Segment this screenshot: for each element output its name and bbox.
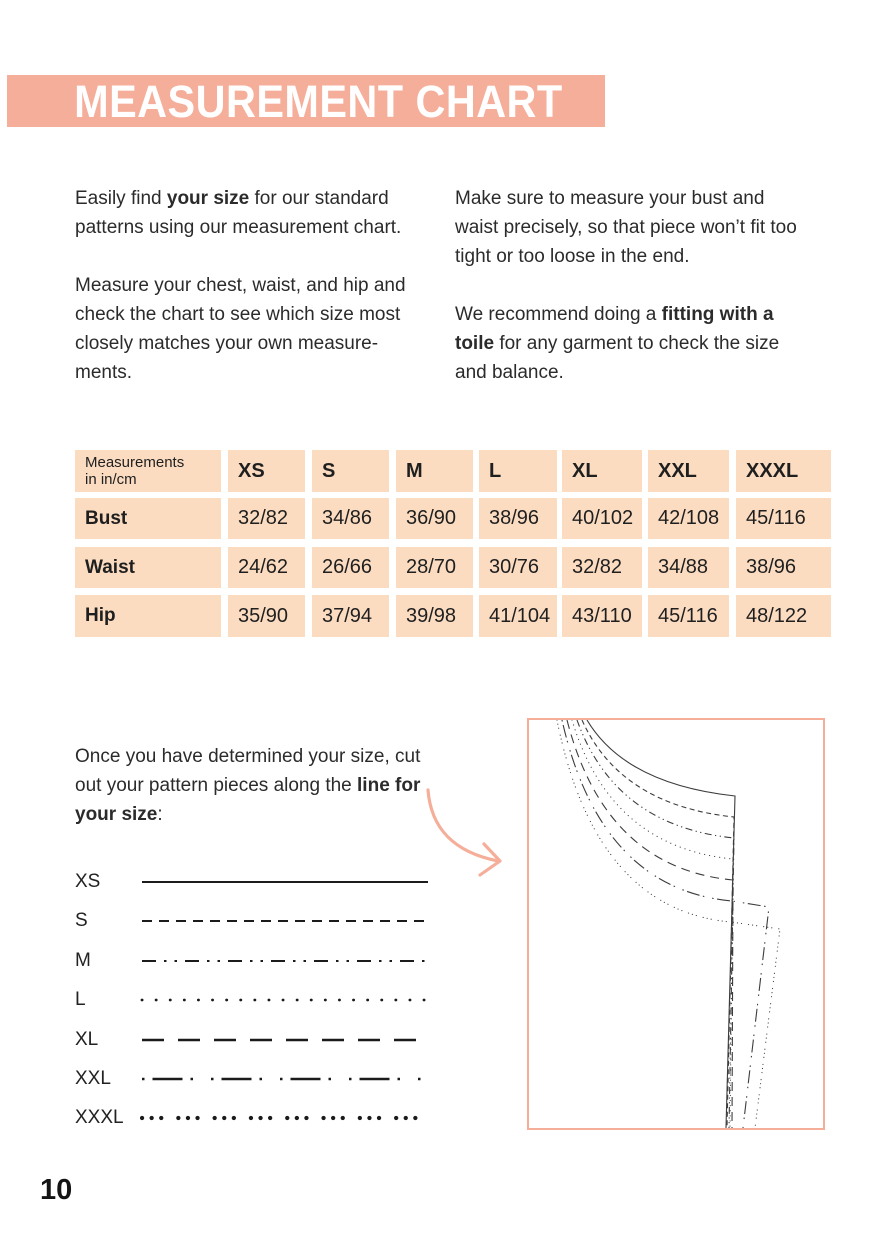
paragraph: Make sure to measure your bust and waist… <box>455 188 797 267</box>
paragraph: Easily find your size for our standard p… <box>75 188 402 238</box>
legend-item: XXL <box>75 1066 430 1092</box>
row-label: Hip <box>75 595 221 637</box>
row-label: Waist <box>75 547 221 588</box>
table-cell: 43/110 <box>562 595 642 637</box>
table-cell: 37/94 <box>312 595 389 637</box>
size-line-l <box>140 998 430 1002</box>
cut-note: Once you have determined your size, cut … <box>75 746 421 825</box>
column-header: XXL <box>648 450 729 492</box>
table-cell: 34/86 <box>312 498 389 539</box>
legend-label: XXXL <box>75 1107 124 1128</box>
table-cell: 39/98 <box>396 595 473 637</box>
title-bar: MEASUREMENT CHART <box>7 75 605 127</box>
legend-label: M <box>75 950 91 971</box>
size-line-s <box>142 920 428 922</box>
column-header: M <box>396 450 473 492</box>
table-cell: 26/66 <box>312 547 389 588</box>
legend-label: XL <box>75 1029 99 1050</box>
table-cell: 45/116 <box>736 498 831 539</box>
legend-label: XXL <box>75 1068 111 1089</box>
column-header: XS <box>228 450 305 492</box>
table-cell: 48/122 <box>736 595 831 637</box>
legend-label: S <box>75 910 88 931</box>
page-number: 10 <box>40 1174 73 1206</box>
legend-item: M <box>75 948 430 974</box>
table-cell: 34/88 <box>648 547 729 588</box>
pattern-piece-illustration <box>527 718 825 1130</box>
page-title: MEASUREMENT CHART <box>74 76 563 127</box>
table-cell: 32/82 <box>228 498 305 539</box>
curved-arrow-icon <box>426 788 502 877</box>
table-cell: 42/108 <box>648 498 729 539</box>
size-line-xs <box>142 881 428 883</box>
table-cell: 40/102 <box>562 498 642 539</box>
table-cell: 36/90 <box>396 498 473 539</box>
column-header: XL <box>562 450 642 492</box>
column-header: L <box>479 450 557 492</box>
table-row: Bust 32/82 34/86 36/90 38/96 40/102 42/1… <box>75 498 831 539</box>
intro-right-column: Make sure to measure your bust and waist… <box>455 184 805 416</box>
row-label: Bust <box>75 498 221 539</box>
table-row: Waist 24/62 26/66 28/70 30/76 32/82 34/8… <box>75 547 831 588</box>
table-cell: 41/104 <box>479 595 557 637</box>
legend-item: S <box>75 908 430 934</box>
table-corner-cell: Measurements in in/cm <box>75 450 221 492</box>
legend-item: XXXL <box>75 1105 430 1131</box>
table-header-row: Measurements in in/cm XS S M L XL XXL XX… <box>75 450 831 492</box>
size-line-xl <box>142 1038 428 1042</box>
table-cell: 35/90 <box>228 595 305 637</box>
table-cell: 30/76 <box>479 547 557 588</box>
table-row: Hip 35/90 37/94 39/98 41/104 43/110 45/1… <box>75 595 831 637</box>
pattern-size-curves <box>556 720 781 1128</box>
legend-item: XS <box>75 869 430 895</box>
size-line-xxl <box>142 1077 428 1081</box>
table-cell: 38/96 <box>479 498 557 539</box>
table-cell: 28/70 <box>396 547 473 588</box>
table-cell: 38/96 <box>736 547 831 588</box>
column-header: XXXL <box>736 450 831 492</box>
legend-label: XS <box>75 871 101 892</box>
paragraph: Measure your chest, waist, and hip and c… <box>75 275 406 383</box>
table-cell: 45/116 <box>648 595 729 637</box>
size-line-m <box>142 960 428 962</box>
size-line-xxxl <box>140 1115 430 1121</box>
legend-item: XL <box>75 1027 430 1053</box>
legend-label: L <box>75 989 86 1010</box>
intro-left-column: Easily find your size for our standard p… <box>75 184 425 416</box>
legend-item: L <box>75 987 430 1013</box>
column-header: S <box>312 450 389 492</box>
table-cell: 24/62 <box>228 547 305 588</box>
table-cell: 32/82 <box>562 547 642 588</box>
paragraph: We recommend doing a fitting with a toil… <box>455 304 780 383</box>
